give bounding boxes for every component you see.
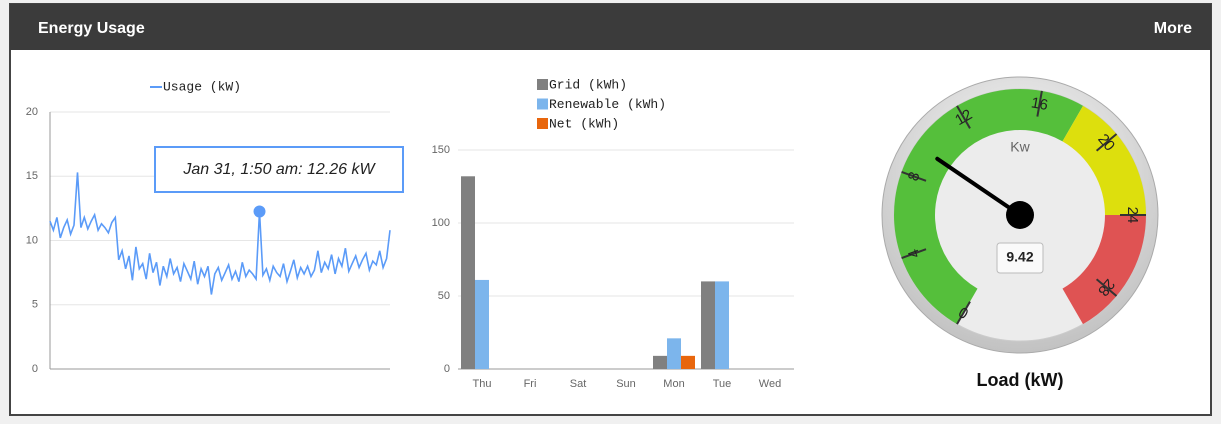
value-box [996, 242, 1044, 274]
gauge-tick-label: 28 [1094, 275, 1118, 299]
x-tick-label: Tue [713, 378, 732, 390]
bar [681, 355, 695, 369]
y-tick-label: 150 [432, 144, 450, 156]
legend-label: Renewable (kWh) [549, 97, 666, 112]
gauge-tick [1095, 133, 1118, 152]
tooltip-box [154, 146, 404, 193]
x-tick-label: Sat [570, 378, 587, 390]
more-link[interactable]: More [1154, 20, 1192, 37]
legend-swatch [537, 98, 548, 110]
legend-label: Usage (kW) [163, 79, 241, 94]
x-tick-label: Sun [616, 378, 636, 390]
gauge-band [1062, 105, 1146, 215]
legend-swatch [537, 118, 548, 129]
gauge-tick-label: 16 [1030, 94, 1049, 114]
bar [653, 355, 667, 369]
y-tick-label: 0 [32, 363, 38, 375]
gauge-value: 9.42 [1006, 249, 1033, 265]
gauge-pivot [1006, 201, 1034, 229]
gauge-band [1062, 215, 1146, 325]
legend-swatch [537, 79, 548, 90]
bar [701, 281, 715, 369]
gauge-tick [901, 170, 927, 182]
bar [715, 281, 729, 369]
gauge-unit: Kw [1010, 139, 1030, 155]
y-tick-label: 15 [26, 170, 38, 182]
gauge-tick-label: 20 [1094, 131, 1118, 155]
header-bar [10, 4, 1211, 50]
y-tick-label: 20 [26, 106, 38, 118]
gauge-tick-label: 24 [1124, 207, 1141, 224]
gauge-tick [956, 301, 971, 325]
usage-line [49, 172, 391, 295]
x-tick-label: Fri [524, 378, 537, 390]
bar [667, 338, 681, 369]
gauge-tick-label: 12 [952, 106, 975, 129]
gauge-tick [901, 248, 927, 260]
y-tick-label: 50 [438, 290, 450, 302]
header-title: Energy Usage [38, 20, 145, 37]
gauge-tick [1095, 278, 1118, 297]
gauge-tick [1036, 90, 1043, 117]
x-tick-label: Wed [759, 378, 781, 390]
legend-label: Net (kWh) [549, 116, 619, 131]
hover-point [253, 205, 266, 218]
tooltip-text: Jan 31, 1:50 am: 12.26 kW [182, 161, 376, 178]
x-tick-label: Thu [473, 378, 492, 390]
y-tick-label: 10 [26, 234, 38, 246]
y-tick-label: 5 [32, 299, 38, 311]
x-tick-label: Mon [663, 378, 684, 390]
y-tick-label: 0 [444, 363, 450, 375]
bar [461, 176, 475, 369]
legend-label: Grid (kWh) [549, 77, 627, 92]
gauge-title: Load (kW) [977, 370, 1064, 390]
bar [475, 279, 489, 369]
y-tick-label: 100 [432, 217, 450, 229]
gauge-band [894, 89, 1083, 325]
gauge-tick [956, 105, 971, 129]
gauge-needle [935, 156, 1022, 217]
